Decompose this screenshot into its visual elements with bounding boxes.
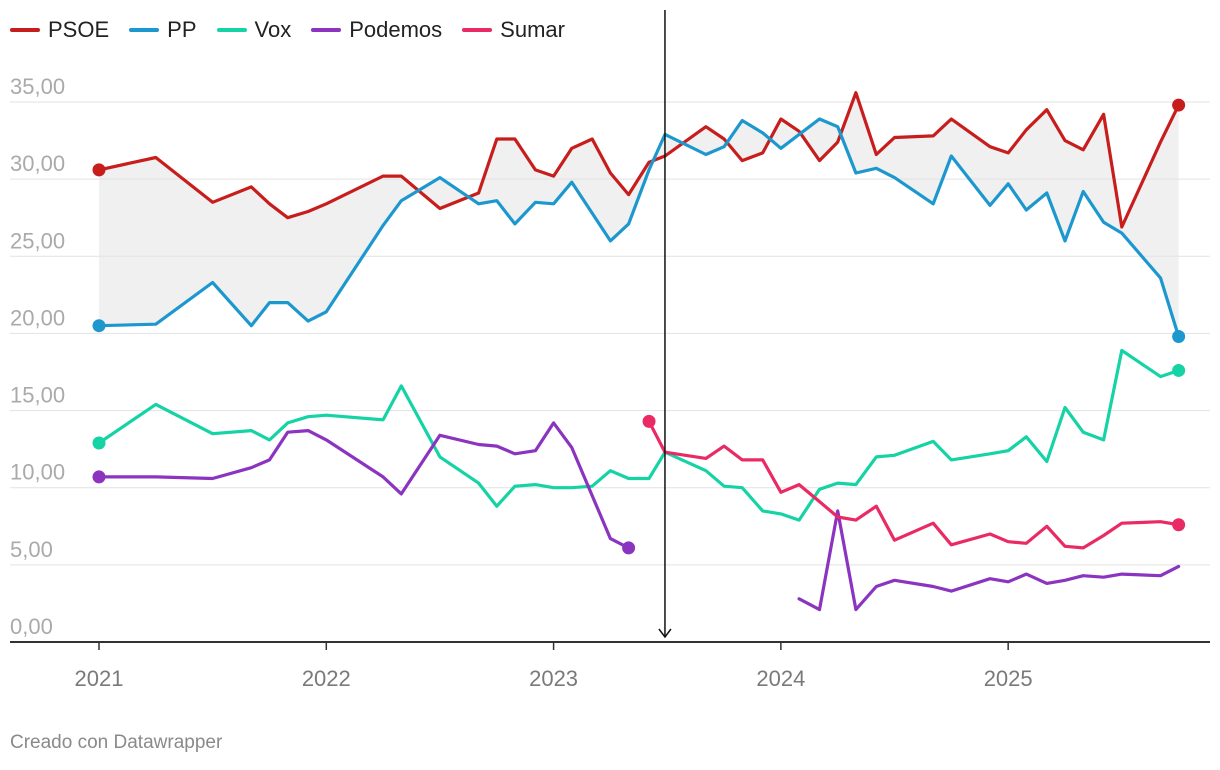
endpoint-marker-sumar	[642, 414, 656, 428]
credit-text: Creado con Datawrapper	[10, 732, 223, 753]
endpoint-marker-pp	[92, 319, 106, 333]
series-line-vox	[97, 348, 1181, 522]
series-line-podemos	[97, 421, 631, 550]
legend-item-podemos: Podemos	[311, 17, 442, 43]
y-tick-label: 10,00	[10, 460, 65, 485]
legend: PSOE PP Vox Podemos Sumar	[10, 14, 585, 46]
psoe-pp-range-band	[99, 92, 1179, 337]
y-tick-label: 35,00	[10, 74, 65, 99]
legend-swatch	[311, 28, 342, 32]
legend-item-vox: Vox	[216, 17, 292, 43]
endpoint-marker-vox	[1172, 363, 1186, 377]
y-tick-label: 25,00	[10, 228, 65, 253]
y-axis-tick-labels: 0,00 5,00 10,00 15,00 20,00 25,00 30,00 35,00	[10, 74, 65, 639]
x-axis-tick-labels: 2021 2022 2023 2024 2025	[75, 642, 1033, 691]
legend-label: PP	[167, 17, 197, 42]
legend-item-pp: PP	[129, 17, 197, 43]
legend-swatch	[462, 28, 493, 32]
series-line-podemos	[797, 509, 1181, 612]
legend-item-sumar: Sumar	[462, 17, 565, 43]
series-line-psoe	[97, 91, 1181, 229]
legend-label: Vox	[254, 17, 292, 42]
legend-label: PSOE	[48, 17, 110, 42]
event-marker	[658, 10, 672, 639]
event-marker-arrowhead	[658, 628, 672, 639]
y-gridlines	[10, 101, 1210, 643]
legend-label: Sumar	[500, 17, 565, 42]
x-tick-label: 2023	[529, 666, 578, 691]
series-line-sumar	[647, 419, 1181, 550]
legend-item-psoe: PSOE	[10, 17, 109, 43]
endpoint-marker-vox	[92, 436, 106, 450]
legend-swatch	[216, 28, 247, 32]
endpoint-marker-psoe	[92, 163, 106, 177]
y-tick-label: 5,00	[10, 537, 53, 562]
endpoint-marker-podemos	[622, 541, 636, 555]
x-tick-label: 2022	[302, 666, 351, 691]
legend-label: Podemos	[349, 17, 443, 42]
y-tick-label: 0,00	[10, 614, 53, 639]
endpoint-marker-sumar	[1172, 518, 1186, 532]
y-tick-label: 30,00	[10, 151, 65, 176]
endpoint-marker-podemos	[92, 470, 106, 484]
endpoint-marker-pp	[1172, 330, 1186, 344]
legend-swatch	[10, 28, 40, 32]
x-tick-label: 2025	[984, 666, 1033, 691]
range-band-area	[99, 92, 1179, 337]
endpoint-marker-psoe	[1172, 98, 1186, 112]
x-tick-label: 2021	[75, 666, 124, 691]
y-tick-label: 15,00	[10, 383, 65, 408]
series-lines	[92, 91, 1186, 612]
x-tick-label: 2024	[756, 666, 805, 691]
legend-swatch	[129, 28, 160, 32]
y-tick-label: 20,00	[10, 305, 65, 330]
series-line-pp	[97, 117, 1181, 339]
